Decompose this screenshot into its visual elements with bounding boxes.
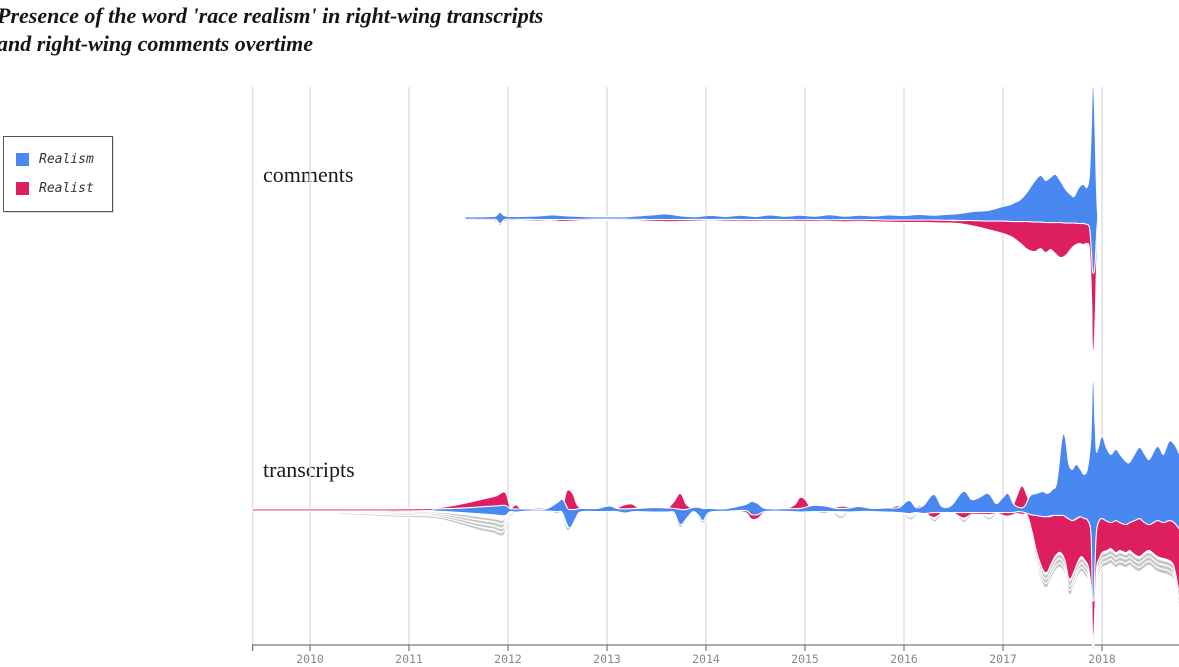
transcripts-t-realism-halo [432,380,1179,602]
axis-tick-label: 2018 [1088,652,1116,666]
realism-swatch [16,153,29,166]
panel-label-transcripts: transcripts [263,457,355,482]
transcripts-arc8-band [983,514,996,520]
transcripts-arc3-band [698,514,708,523]
transcripts-arc7-band [959,515,971,523]
transcripts-arc6-band [929,515,941,522]
chart-title-line2: and right-wing comments overtime [0,31,313,56]
comments-c-realist-band [465,218,1098,351]
axis-tick-label: 2016 [890,652,918,666]
transcripts-arc4-band [834,513,847,518]
legend-item-realism: Realism [16,152,112,167]
panel-label-comments: comments [263,162,354,187]
legend-label-realism: Realism [39,152,94,167]
chart-title: Presence of the word 'race realism' in r… [0,2,543,58]
axis-tick-label: 2012 [494,652,522,666]
transcripts-fan4-band [339,512,514,536]
axis-tick-label: 2014 [692,652,720,666]
transcripts-gray-right-2-band [1032,538,1179,645]
legend-item-realist: Realist [16,181,112,196]
transcripts-arc5-band [906,514,916,520]
legend-label-realist: Realist [39,181,94,196]
transcripts-fan2-band [339,511,514,528]
axis-tick-label: 2015 [791,652,819,666]
realist-swatch [16,182,29,195]
transcripts-gray-right-3-band [1032,543,1179,650]
axis-tick-label: 2017 [989,652,1017,666]
axis-tick-label: 2013 [593,652,621,666]
legend-box: Realism Realist [3,136,113,212]
chart-title-line1: Presence of the word 'race realism' in r… [0,3,544,28]
transcripts-gray-right-1-band [1032,534,1179,641]
axis-tick-label: 2010 [296,652,324,666]
axis-tick-label: 2011 [395,652,423,666]
